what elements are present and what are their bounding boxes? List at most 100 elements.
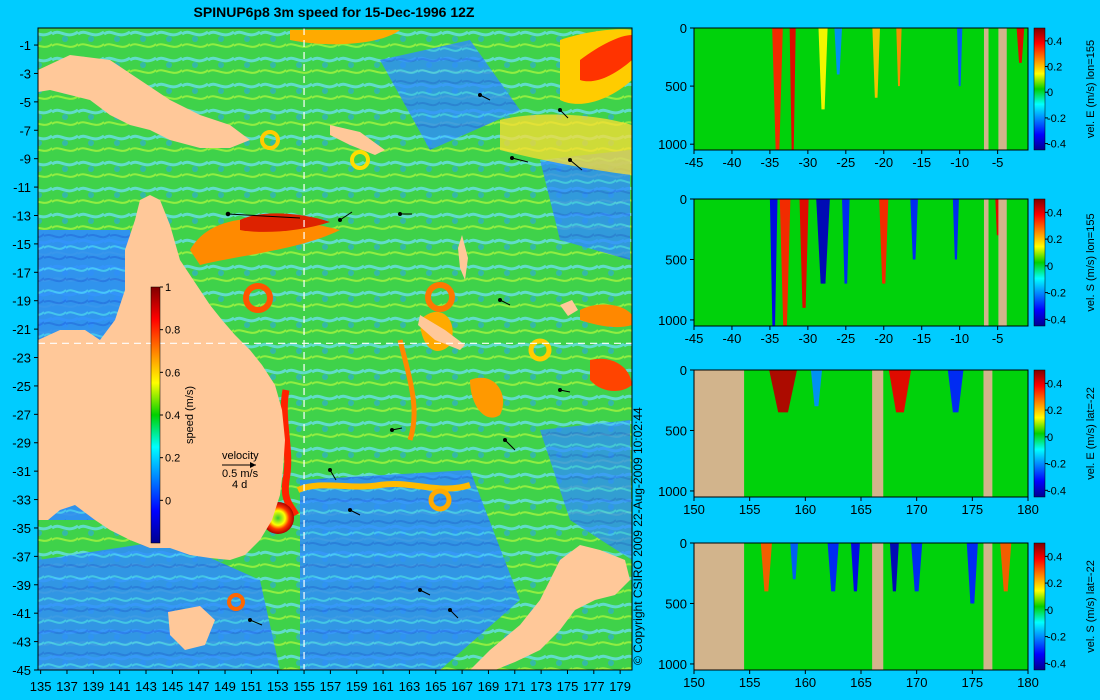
velocity-key-duration: 4 d xyxy=(232,479,247,491)
speed-colorbar-ticks: 1 0.8 0.6 0.4 0.2 0 xyxy=(160,282,180,507)
map-frame xyxy=(37,27,633,671)
speed-colorbar-tick-label: 0.2 xyxy=(165,453,180,465)
section-colorbar-tick-label: -0.2 xyxy=(1047,632,1066,644)
map-y-tick-label: -17 xyxy=(12,265,31,280)
section-colorbar-tick-label: 0 xyxy=(1047,605,1053,617)
section-x-tick-label: 150 xyxy=(683,502,705,517)
section-colorbar-tick-label: 0.2 xyxy=(1047,578,1062,590)
velocity-key: velocity 0.5 m/s 4 d xyxy=(222,450,259,491)
land-fiji xyxy=(560,300,578,316)
speed-colorbar-label: speed (m/s) xyxy=(184,386,196,444)
map-current-feature xyxy=(240,213,330,232)
map-title: SPINUP6p8 3m speed for 15-Dec-1996 12Z xyxy=(194,4,475,20)
land-new-guinea xyxy=(38,55,250,148)
section-x-tick-label: -45 xyxy=(685,155,704,170)
section-velocity-streak xyxy=(910,199,918,260)
section-y-tick-label: 0 xyxy=(680,536,687,551)
section-colorbar-tick-label: 0.4 xyxy=(1047,378,1062,390)
section-velocity-streak xyxy=(810,370,823,407)
map-x-axis: 135 137 139 141 143 145 147 149 151 153 155 157 159 1… xyxy=(30,670,631,694)
map-x-tick-label: 137 xyxy=(56,679,78,694)
section-land xyxy=(872,370,884,497)
section-colorbar-tick-label: -0.4 xyxy=(1047,314,1066,326)
section-velocity-streak xyxy=(850,543,860,592)
section-x-tick-label: 160 xyxy=(794,502,816,517)
map-current-feature xyxy=(280,389,300,517)
section-velocity-streak xyxy=(779,199,791,326)
map-eddy xyxy=(528,338,552,362)
map-low-speed-region xyxy=(300,470,520,670)
map-x-tick-label: 141 xyxy=(109,679,131,694)
map-y-tick-label: -15 xyxy=(12,237,31,252)
section-land xyxy=(694,370,745,497)
section-colorbar-tick-label: -0.2 xyxy=(1047,459,1066,471)
section-velocity-streak xyxy=(872,28,880,98)
section-x-tick-label: 170 xyxy=(906,502,928,517)
section-colorbar-tick-label: 0.4 xyxy=(1047,207,1062,219)
section-colorbar-tick-label: 0 xyxy=(1047,87,1053,99)
section-velocity-streak xyxy=(760,543,772,592)
section-land xyxy=(998,199,1007,326)
section-velocity-streak xyxy=(947,370,964,413)
section-colorbar-tick-label: -0.4 xyxy=(1047,139,1066,151)
section-land xyxy=(983,28,989,150)
map-low-speed-region xyxy=(540,420,632,560)
section-y-tick-label: 500 xyxy=(665,596,687,611)
section-colorbar-tick-label: 0.2 xyxy=(1047,234,1062,246)
section-colorbar xyxy=(1033,27,1046,151)
section-x-tick-label: -5 xyxy=(992,331,1004,346)
section-y-tick-label: 0 xyxy=(680,21,687,36)
map-current-feature xyxy=(590,358,632,392)
map-y-tick-label: -29 xyxy=(12,436,31,451)
velocity-sections: -45 -40 -35 -30 -25 -20 -15 -10 -5 0 500 1000 0.4 0.2… xyxy=(658,21,1097,690)
velocity-key-arrowhead xyxy=(250,462,256,468)
section-background xyxy=(694,370,1028,497)
map-x-tick-label: 165 xyxy=(425,679,447,694)
map-y-tick-label: -11 xyxy=(13,180,31,195)
section-colorbar-label: vel. S (m/s) lon=155 xyxy=(1085,213,1097,311)
section-velocity-streak xyxy=(879,199,889,284)
speed-colorbar-gradient xyxy=(150,286,161,544)
section-colorbar-label: vel. E (m/s) lon=155 xyxy=(1085,40,1097,138)
map-x-tick-label: 145 xyxy=(161,679,183,694)
section-colorbar-tick-label: 0.4 xyxy=(1047,36,1062,48)
section-colorbar-tick-label: -0.4 xyxy=(1047,658,1066,670)
section-x-tick-label: 155 xyxy=(739,502,761,517)
map-y-tick-label: -7 xyxy=(19,123,31,138)
section-x-tick-label: 180 xyxy=(1017,675,1039,690)
section-y-tick-label: 1000 xyxy=(658,657,687,672)
section-colorbar-tick-label: -0.4 xyxy=(1047,485,1066,497)
map-x-tick-label: 147 xyxy=(188,679,210,694)
land-tasmania xyxy=(168,606,215,650)
map-y-tick-label: -37 xyxy=(12,549,31,564)
section-panel: 150 155 160 165 170 175 180 0 500 1000 0.4 0.2 0 -0.2… xyxy=(658,536,1097,690)
section-x-tick-label: -25 xyxy=(836,155,855,170)
map-y-tick-label: -39 xyxy=(12,578,31,593)
section-velocity-streak xyxy=(827,543,839,592)
section-colorbar xyxy=(1033,542,1046,671)
map-y-tick-label: -41 xyxy=(12,606,31,621)
section-x-tick-label: 155 xyxy=(739,675,761,690)
map-x-tick-label: 163 xyxy=(399,679,421,694)
map-x-tick-label: 149 xyxy=(214,679,236,694)
velocity-key-speed: 0.5 m/s xyxy=(222,468,259,480)
map-current-feature xyxy=(397,339,417,441)
section-colorbar-tick-label: 0 xyxy=(1047,432,1053,444)
section-x-tick-label: 165 xyxy=(850,675,872,690)
section-background xyxy=(694,199,1028,326)
speed-colorbar-tick-label: 0.4 xyxy=(165,410,180,422)
section-x-tick-label: -30 xyxy=(798,331,817,346)
section-velocity-streak xyxy=(1016,28,1025,63)
map-y-tick-label: -9 xyxy=(19,152,31,167)
map-y-axis: -1 -3 -5 -7 -9 -11 -13 -15 -17 -19 -21 -23 -25 -27 -29… xyxy=(12,38,38,678)
section-panel: -45 -40 -35 -30 -25 -20 -15 -10 -5 0 500 1000 0.4 0.2… xyxy=(658,21,1097,170)
map-y-tick-label: -23 xyxy=(12,351,31,366)
section-velocity-streak xyxy=(896,28,902,87)
map-x-tick-label: 171 xyxy=(504,679,526,694)
section-y-tick-label: 1000 xyxy=(658,484,687,499)
section-x-tick-label: -45 xyxy=(685,331,704,346)
section-y-tick-label: 1000 xyxy=(658,137,687,152)
map-x-tick-label: 155 xyxy=(293,679,315,694)
section-x-tick-label: -10 xyxy=(950,155,969,170)
section-x-tick-label: -10 xyxy=(950,331,969,346)
